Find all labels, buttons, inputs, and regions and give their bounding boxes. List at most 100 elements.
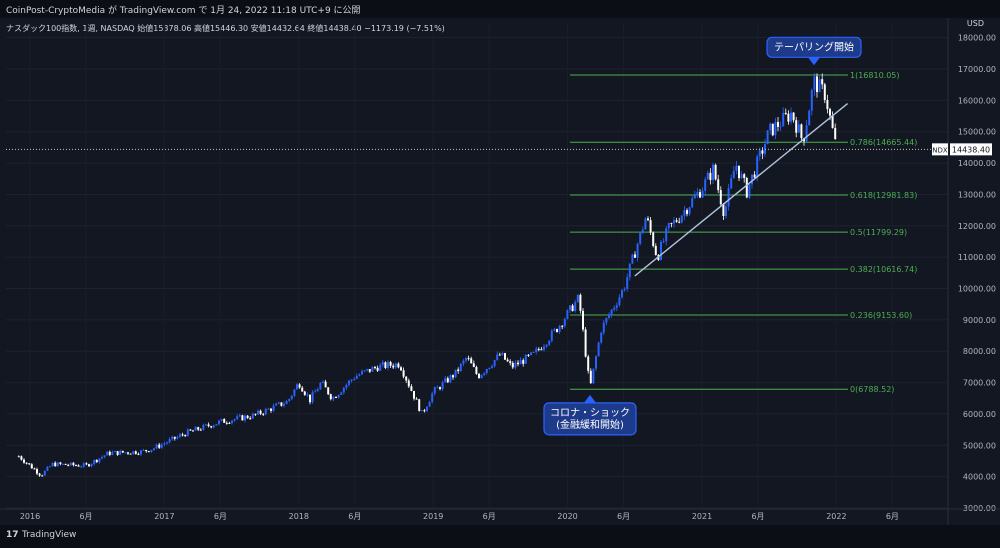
candle-body <box>186 429 189 437</box>
candle-body <box>550 330 553 341</box>
candle-body <box>384 362 387 368</box>
candle-body <box>686 210 688 214</box>
candle-body <box>579 294 582 311</box>
trendline <box>634 102 849 277</box>
candle-body <box>514 362 517 368</box>
candle-body <box>691 198 694 208</box>
candle-body <box>218 420 220 425</box>
fib-level-label: 0.786(14665.44) <box>850 138 917 147</box>
candle-body <box>644 218 647 230</box>
candle-body <box>160 444 163 448</box>
candle-body <box>322 381 324 383</box>
candle-body <box>361 371 363 375</box>
last-price-symbol-badge <box>932 143 948 156</box>
candle-body <box>290 395 293 399</box>
candle-body <box>93 459 96 464</box>
candle-body <box>641 229 644 232</box>
candle-body <box>340 392 343 395</box>
candle-body <box>345 384 348 388</box>
x-tick-label: 2018 <box>289 512 309 521</box>
candle-body <box>85 463 88 465</box>
candle-body <box>311 392 314 403</box>
candle-body <box>82 463 85 467</box>
candle-body <box>251 413 254 419</box>
candle-body <box>223 419 226 423</box>
candle-body <box>743 174 746 178</box>
candle-body <box>285 401 288 404</box>
x-tick-label: 2017 <box>154 512 174 521</box>
candle-body <box>509 361 512 363</box>
y-tick-label: 17000.00 <box>958 65 996 74</box>
candlestick-chart[interactable]: ナスダック100指数, 1週, NASDAQ 始値15378.06 高値1544… <box>0 0 1000 525</box>
candle-body <box>433 387 436 394</box>
candle-body <box>654 245 657 256</box>
x-tick-label: 6月 <box>348 512 361 521</box>
candle-body <box>254 413 257 415</box>
candle-body <box>283 403 285 406</box>
candle-body <box>823 84 826 101</box>
candle-body <box>335 397 337 399</box>
candle-body <box>592 368 595 384</box>
candle-body <box>348 380 350 385</box>
candle-body <box>158 444 161 448</box>
candle-body <box>527 354 530 356</box>
candle-body <box>766 130 769 145</box>
candle-body <box>491 365 493 368</box>
last-price-value: 14438.40 <box>952 145 990 154</box>
candle-body <box>790 112 792 122</box>
candle-body <box>49 466 51 468</box>
candle-body <box>730 178 733 189</box>
candle-body <box>38 473 41 476</box>
candle-body <box>662 241 665 243</box>
candle-body <box>262 413 265 415</box>
candle-body <box>358 374 361 376</box>
candle-body <box>810 90 813 111</box>
candle-body <box>275 403 278 406</box>
candle-body <box>566 310 569 319</box>
candle-body <box>821 79 824 85</box>
candle-body <box>462 360 465 364</box>
candle-body <box>337 394 340 398</box>
candle-body <box>485 369 488 373</box>
candle-body <box>618 297 621 306</box>
candle-body <box>745 177 748 198</box>
candle-body <box>774 122 777 136</box>
candle-body <box>43 470 46 476</box>
y-tick-label: 12000.00 <box>958 222 996 231</box>
candle-body <box>556 329 558 333</box>
candle-body <box>220 419 223 421</box>
candle-body <box>813 76 816 91</box>
candle-body <box>288 398 291 402</box>
candle-body <box>748 184 751 198</box>
candle-body <box>649 220 652 233</box>
candle-body <box>163 443 166 445</box>
candle-body <box>517 362 519 365</box>
candle-body <box>407 380 410 387</box>
tradingview-logo-icon: 17 <box>6 530 19 540</box>
callout-box <box>766 36 862 58</box>
candle-body <box>303 391 306 395</box>
candle-body <box>54 462 57 467</box>
candle-body <box>147 451 150 453</box>
candle-body <box>667 223 670 229</box>
candle-body <box>610 309 613 316</box>
candle-body <box>371 367 374 372</box>
candle-body <box>88 464 90 467</box>
candle-body <box>410 386 413 391</box>
candle-body <box>545 344 548 347</box>
candle-body <box>366 369 369 371</box>
last-price-value-badge <box>950 143 992 156</box>
candle-body <box>784 112 787 114</box>
candle-body <box>706 172 709 180</box>
candle-body <box>205 424 207 426</box>
publish-info: CoinPost-CryptoMedia が TradingView.com で… <box>6 6 361 16</box>
candle-body <box>818 79 821 93</box>
publish-header: CoinPost-CryptoMedia が TradingView.com で… <box>0 0 1000 18</box>
candle-body <box>795 120 798 133</box>
candle-body <box>831 115 834 128</box>
candle-body <box>355 375 358 379</box>
candle-body <box>134 451 137 454</box>
candle-body <box>363 370 366 372</box>
candle-body <box>423 410 426 412</box>
candle-body <box>101 456 103 459</box>
